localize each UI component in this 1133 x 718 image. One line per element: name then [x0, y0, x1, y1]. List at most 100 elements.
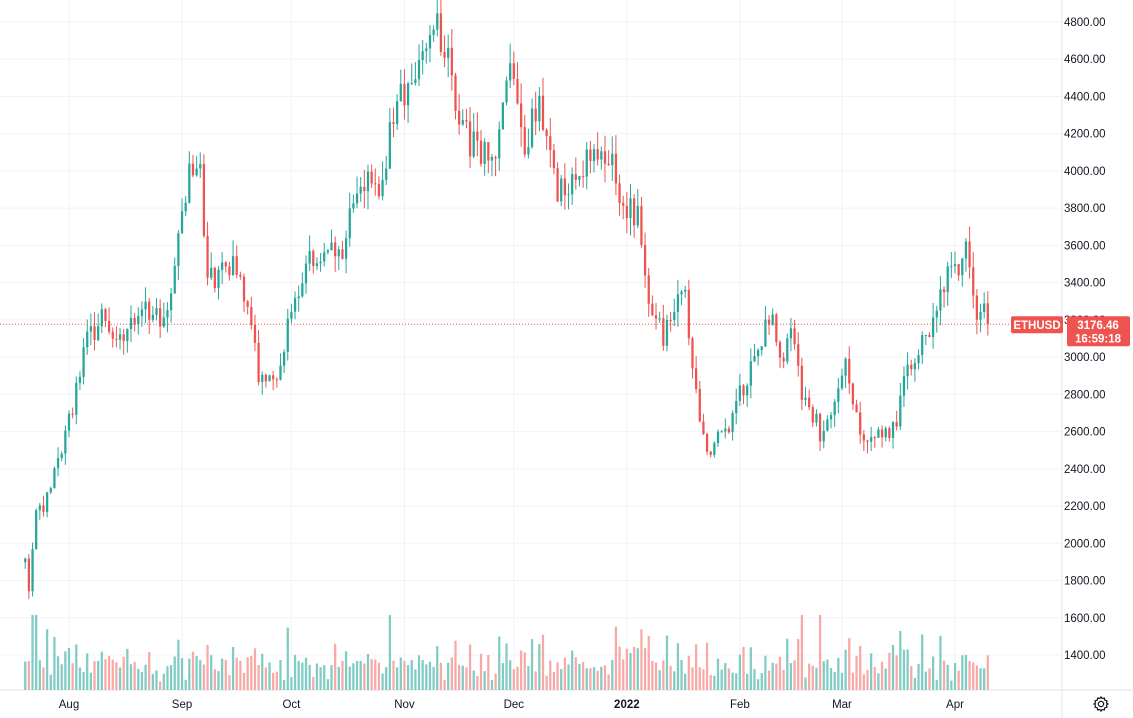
volume-bar [399, 657, 402, 690]
candle-body [275, 379, 278, 381]
candle [396, 94, 399, 130]
candle [290, 303, 293, 324]
candle [443, 35, 446, 68]
volume-bar [760, 672, 763, 690]
candle [913, 358, 917, 382]
volume-bar [414, 669, 417, 690]
candle-body [140, 309, 144, 317]
candle-body [552, 150, 556, 169]
candle-body [545, 129, 548, 137]
candle [140, 301, 144, 327]
volume-bar [166, 666, 169, 690]
candle-body [396, 101, 399, 124]
volume-bar [177, 639, 180, 690]
candle [983, 292, 986, 319]
candle-body [498, 129, 501, 159]
candle [202, 154, 206, 239]
candle [144, 287, 147, 324]
volume-bar [530, 639, 534, 690]
candle [808, 389, 811, 411]
volume-bar [833, 671, 836, 690]
candle-body [341, 249, 344, 259]
candle-body [166, 310, 169, 318]
candle-body [494, 156, 497, 159]
volume-bar [42, 667, 45, 690]
candle-body [60, 453, 63, 459]
candle-body [246, 301, 249, 307]
candle [603, 135, 607, 183]
volume-bar [315, 663, 319, 690]
volume-bar [618, 646, 621, 690]
candle [377, 176, 381, 200]
volume-bar [122, 656, 125, 690]
volume-bar [279, 659, 282, 690]
candle [880, 425, 884, 448]
candle-body [811, 407, 814, 423]
volume-bar [348, 666, 351, 690]
volume-bar [304, 657, 308, 690]
candle-body [250, 306, 253, 326]
volume-bar [727, 668, 731, 690]
candle-body [928, 335, 931, 338]
x-tick-label: Oct [282, 699, 301, 711]
candle-body [148, 301, 151, 320]
volume-bar [388, 615, 391, 690]
volume-bar [556, 662, 559, 690]
candle [71, 407, 74, 419]
candle-body [97, 326, 100, 340]
volume-bar [465, 667, 468, 690]
volume-bar [512, 669, 515, 690]
candle-body [78, 376, 82, 383]
candle [428, 25, 432, 63]
volume-bar [27, 661, 31, 690]
candle [906, 352, 909, 390]
candle-body [578, 176, 581, 180]
candle-body [658, 318, 661, 320]
candle-body [899, 395, 902, 427]
candle [253, 314, 257, 352]
candle-body [188, 163, 191, 203]
candle [778, 340, 782, 368]
candle [574, 157, 577, 190]
candle [137, 307, 140, 335]
candle-body [921, 335, 924, 356]
candle [939, 276, 942, 326]
candle [159, 299, 162, 339]
candle [388, 108, 391, 170]
candle [953, 251, 957, 274]
candle-body [611, 153, 614, 166]
candle [826, 415, 829, 432]
candle-body [490, 156, 494, 161]
candle-body [873, 437, 876, 439]
candle-body [800, 365, 803, 400]
volume-bar [910, 666, 913, 690]
volume-bar [519, 650, 523, 690]
volume-bar [811, 665, 814, 690]
volume-bar [939, 635, 942, 690]
candle [848, 346, 851, 394]
candle-body [953, 264, 957, 267]
candle [344, 230, 348, 274]
candle [782, 352, 785, 369]
volume-bar [713, 675, 716, 690]
volume-bar [822, 661, 825, 690]
volume-bar [527, 665, 530, 690]
candle-body [972, 267, 975, 296]
volume-bar [614, 626, 618, 690]
chart-settings-button[interactable] [1089, 693, 1113, 715]
candle-body [206, 235, 209, 278]
volume-bar [308, 664, 311, 690]
candle [931, 302, 935, 349]
candle [870, 426, 873, 452]
candle [352, 194, 355, 213]
candle-body [676, 294, 680, 313]
candle-body [618, 183, 621, 204]
candle [173, 257, 176, 294]
candle-body [797, 344, 800, 366]
candle [133, 312, 136, 332]
volume-bar [199, 660, 202, 690]
volume-bar [687, 655, 690, 690]
volume-bar [428, 661, 432, 690]
